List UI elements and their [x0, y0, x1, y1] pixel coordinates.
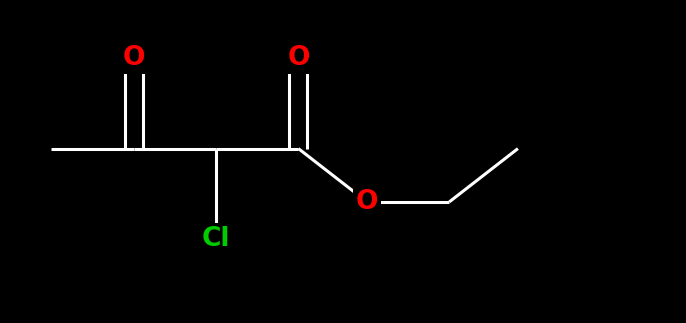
Text: O: O	[287, 45, 309, 71]
Text: O: O	[356, 189, 378, 215]
Text: Cl: Cl	[202, 226, 230, 252]
Text: O: O	[123, 45, 145, 71]
